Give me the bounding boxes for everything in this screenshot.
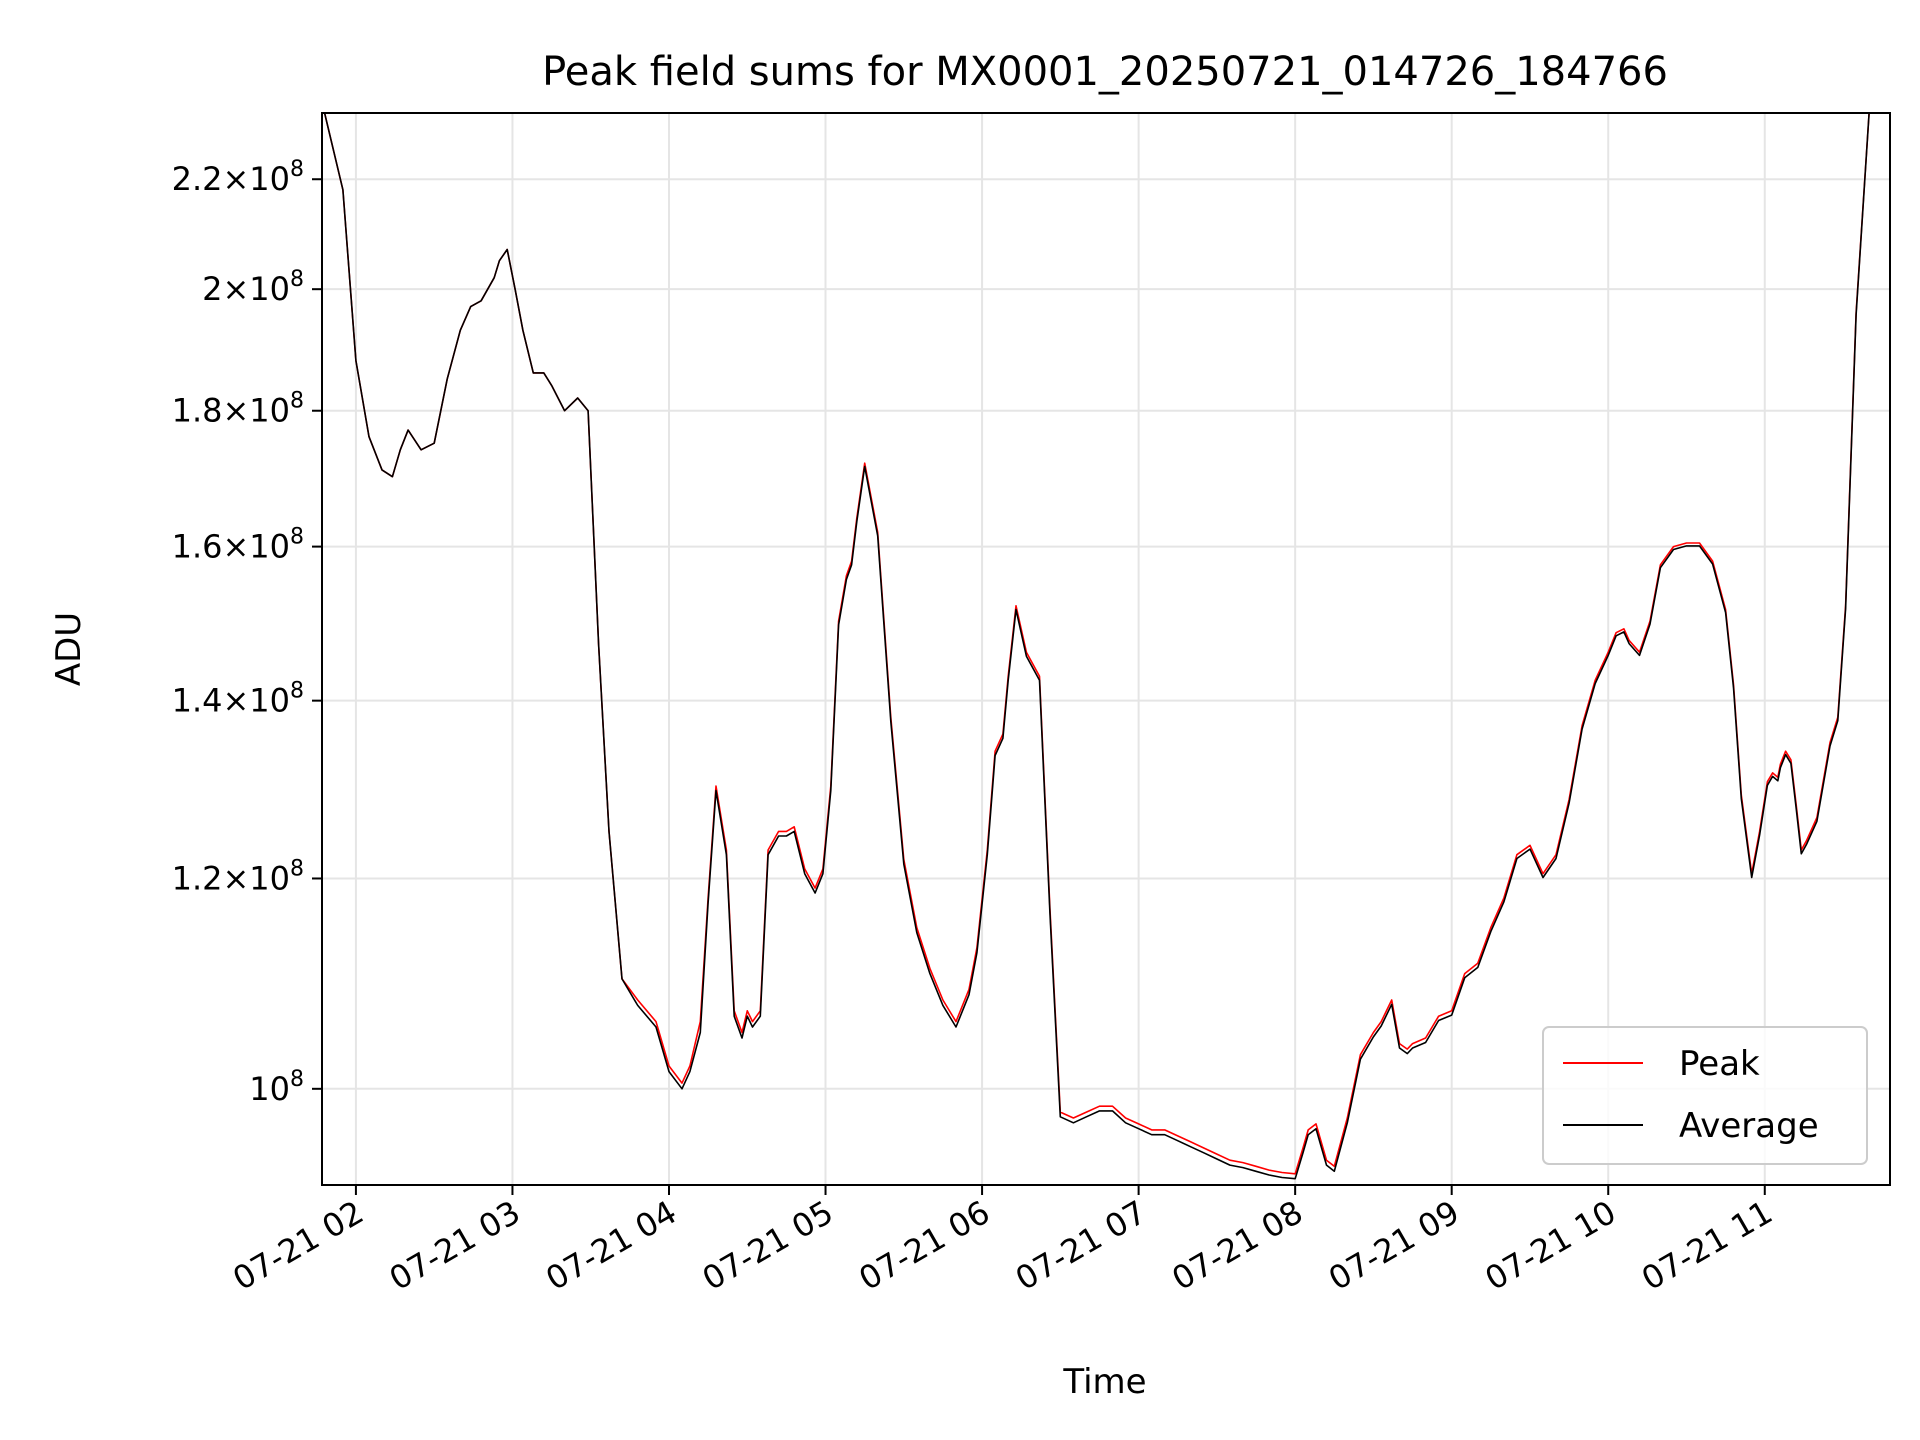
legend-label-average: Average (1679, 1106, 1819, 1146)
plot-series (322, 113, 1870, 1180)
y-tick-label: 2×108 (202, 267, 304, 308)
plot-frame (321, 112, 1891, 1186)
x-axis-label: Time (1062, 1362, 1146, 1402)
y-tick-label: 1.2×108 (172, 856, 304, 897)
legend-label-peak: Peak (1679, 1044, 1760, 1084)
y-tick-label: 1.8×108 (172, 389, 304, 430)
legend-box (1542, 1026, 1868, 1165)
series-line-average (322, 113, 1870, 1180)
y-axis-ticks: 108 1.2×108 1.4×108 1.6×108 1.8×108 2×108 2.2×… (172, 157, 322, 1108)
legend: Peak Average (1542, 1026, 1868, 1165)
y-tick-label: 108 (249, 1067, 304, 1108)
y-tick-label: 1.6×108 (172, 525, 304, 566)
y-tick-label: 1.4×108 (172, 679, 304, 720)
y-tick-label: 2.2×108 (172, 157, 304, 198)
y-axis-label: ADU (49, 612, 89, 686)
chart-title: Peak field sums for MX0001_20250721_0147… (542, 49, 1668, 95)
